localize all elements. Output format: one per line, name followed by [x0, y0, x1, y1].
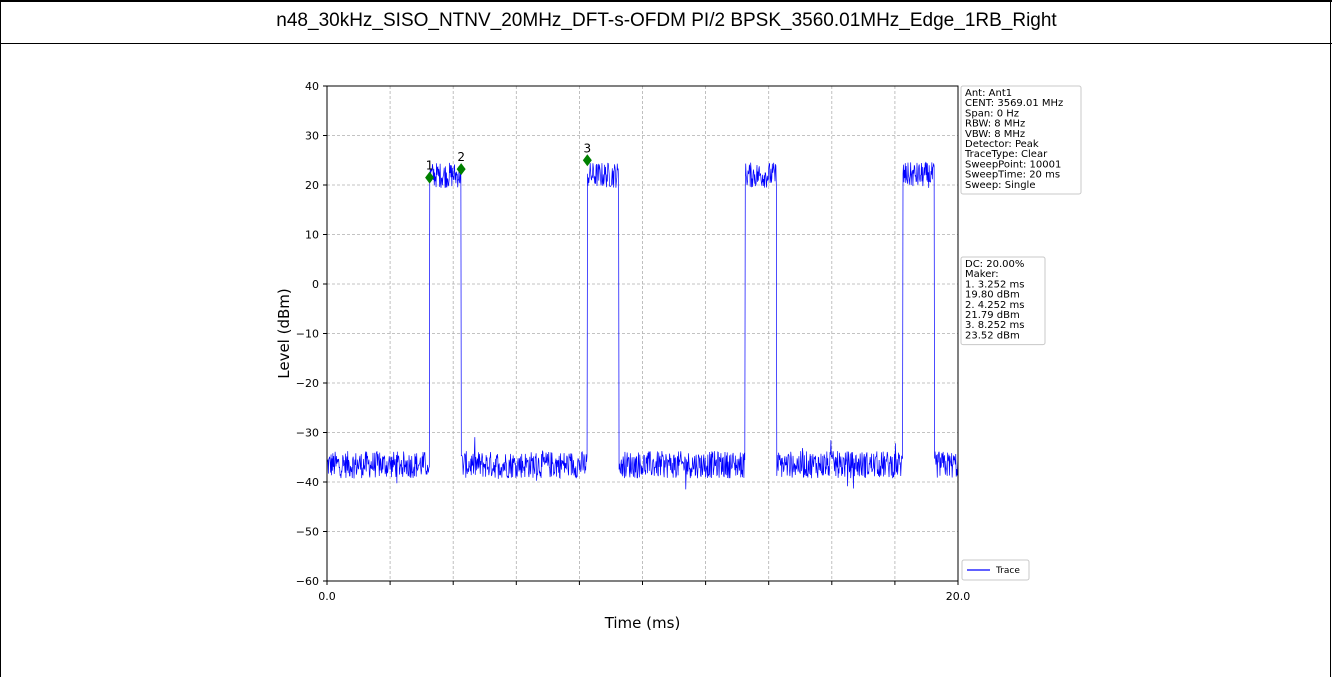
y-tick-label: 10 [305, 229, 319, 242]
marker-readout-box-line: 21.79 dBm [965, 310, 1020, 321]
y-tick-label: −60 [296, 575, 319, 588]
marker-readout-box-line: DC: 20.00% [965, 259, 1024, 270]
y-tick-label: 30 [305, 130, 319, 143]
x-axis-title: Time (ms) [604, 614, 681, 632]
marker-readout-box-line: Maker: [965, 269, 999, 280]
marker-readout-box-line: 2. 4.252 ms [965, 300, 1024, 311]
x-tick-label: 20.0 [946, 590, 971, 603]
instrument-settings-box-line: Detector: Peak [965, 139, 1039, 150]
marker-number-label: 1 [426, 159, 434, 173]
marker-diamond [425, 171, 435, 184]
instrument-settings-box-line: SweepPoint: 10001 [965, 159, 1061, 170]
marker-diamond [456, 163, 466, 176]
y-tick-label: −30 [296, 427, 319, 440]
instrument-settings-box-line: Span: 0 Hz [965, 108, 1019, 119]
instrument-settings-box-line: VBW: 8 MHz [965, 129, 1025, 140]
instrument-settings-box-line: TraceType: Clear [964, 149, 1048, 160]
instrument-settings-box-line: RBW: 8 MHz [965, 119, 1025, 130]
y-tick-label: −20 [296, 377, 319, 390]
marker-readout-box-line: 19.80 dBm [965, 290, 1020, 301]
instrument-settings-box-line: SweepTime: 20 ms [965, 170, 1060, 181]
legend-label: Trace [995, 566, 1020, 576]
title-row: n48_30kHz_SISO_NTNV_20MHz_DFT-s-OFDM PI/… [1, 0, 1332, 44]
marker-number-label: 3 [584, 141, 592, 155]
marker-readout-box-line: 1. 3.252 ms [965, 279, 1024, 290]
marker-readout-box-line: 23.52 dBm [965, 330, 1020, 341]
y-tick-label: 40 [305, 80, 319, 93]
y-tick-label: −10 [296, 328, 319, 341]
y-tick-label: −50 [296, 526, 319, 539]
instrument-settings-box-line: Ant: Ant1 [965, 88, 1012, 99]
y-tick-label: −40 [296, 476, 319, 489]
marker-diamond [582, 154, 592, 167]
marker-readout-box-line: 3. 8.252 ms [965, 320, 1024, 331]
y-tick-label: 20 [305, 179, 319, 192]
legend-box [961, 559, 1030, 581]
y-tick-label: 0 [312, 278, 319, 291]
trace-line [326, 161, 959, 490]
y-axis-title: Level (dBm) [275, 288, 293, 379]
instrument-settings-box [960, 85, 1082, 195]
instrument-settings-box-line: CENT: 3569.01 MHz [965, 98, 1063, 109]
marker-readout-box [960, 256, 1046, 346]
page-title: n48_30kHz_SISO_NTNV_20MHz_DFT-s-OFDM PI/… [276, 10, 1057, 31]
x-tick-label: 0.0 [318, 590, 336, 603]
instrument-settings-box-line: Sweep: Single [965, 180, 1035, 191]
marker-number-label: 2 [457, 150, 465, 164]
